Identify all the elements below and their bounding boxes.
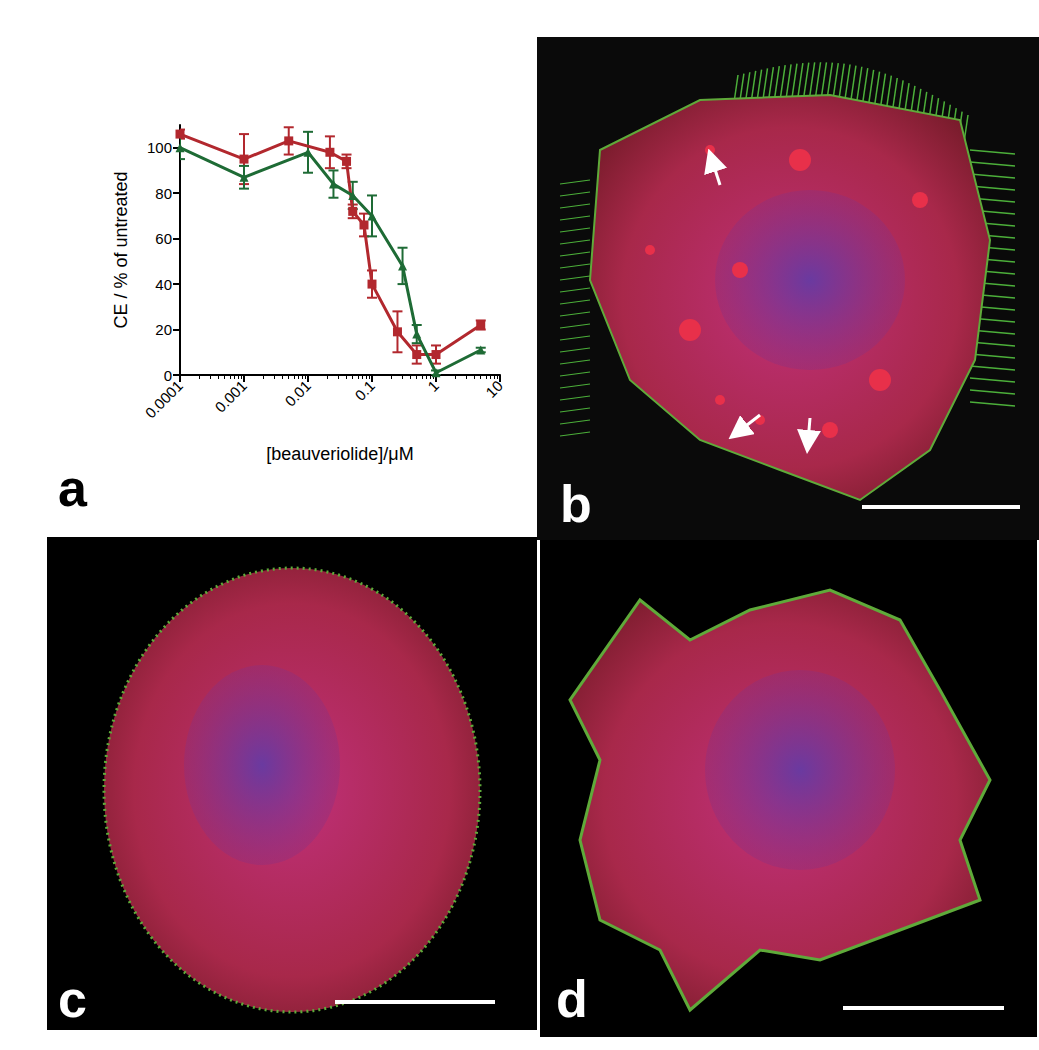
svg-text:60: 60 bbox=[155, 230, 172, 247]
svg-text:0: 0 bbox=[163, 366, 172, 384]
svg-text:CE / % of untreated: CE / % of untreated bbox=[111, 171, 131, 328]
html-text:a: a bbox=[58, 459, 87, 517]
svg-text:1: 1 bbox=[424, 377, 442, 395]
svg-text:100: 100 bbox=[147, 139, 172, 156]
svg-text:0.001: 0.001 bbox=[211, 377, 250, 416]
html-text:d: d bbox=[556, 970, 588, 1028]
svg-text:40: 40 bbox=[155, 276, 172, 293]
html-text:c: c bbox=[58, 970, 87, 1028]
svg-text:0.1: 0.1 bbox=[351, 377, 378, 404]
svg-text:0.01: 0.01 bbox=[281, 377, 314, 410]
svg-text:10: 10 bbox=[482, 377, 506, 401]
svg-text:20: 20 bbox=[155, 321, 172, 338]
svg-text:0.0001: 0.0001 bbox=[142, 377, 186, 421]
svg-text:[beauveriolide]/μM: [beauveriolide]/μM bbox=[266, 444, 413, 464]
html-text:b: b bbox=[560, 475, 592, 533]
svg-text:80: 80 bbox=[155, 185, 172, 202]
